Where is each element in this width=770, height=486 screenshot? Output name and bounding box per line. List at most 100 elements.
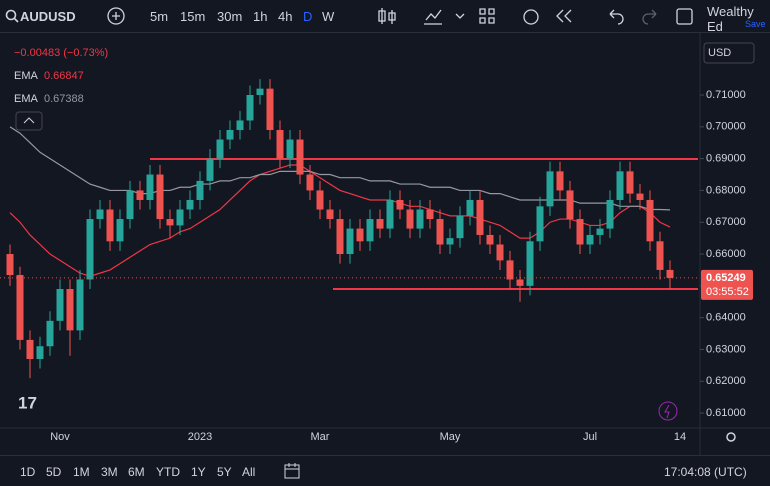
currency[interactable]: USD	[708, 47, 731, 59]
interval[interactable]: 5m	[150, 9, 169, 24]
replay[interactable]	[556, 9, 572, 23]
range-button[interactable]: 1M	[73, 465, 90, 479]
candle-body	[86, 219, 94, 280]
candle-body	[126, 190, 134, 220]
candle-body	[146, 174, 154, 200]
range-button[interactable]: 1D	[20, 465, 36, 479]
ema-label: EMA	[14, 93, 39, 105]
y-tick-label: 0.66000	[706, 248, 746, 260]
range-button[interactable]: 5Y	[217, 465, 232, 479]
candle-body	[306, 174, 314, 191]
price-tag	[701, 269, 753, 300]
candle-body	[76, 279, 84, 331]
save[interactable]: Save	[745, 19, 766, 29]
dropdown[interactable]	[455, 13, 465, 19]
candle-body	[466, 199, 474, 216]
range-button[interactable]: 1Y	[191, 465, 206, 479]
candle-body	[446, 238, 454, 245]
interval[interactable]: 1h	[253, 9, 268, 24]
y-tick-label: 0.70000	[706, 121, 746, 133]
candle-body	[636, 193, 644, 200]
candle-body	[416, 209, 424, 229]
candle-body	[376, 219, 384, 229]
indicators[interactable]	[424, 9, 442, 25]
change: −0.00483 (−0.73%)	[14, 47, 108, 59]
tv-logo: 17	[18, 393, 37, 412]
ema-line	[9, 164, 671, 277]
settings[interactable]	[726, 432, 736, 442]
undo[interactable]	[609, 9, 624, 25]
add-symbol[interactable]	[106, 6, 126, 26]
chart-type[interactable]	[378, 8, 396, 24]
interval[interactable]: 4h	[278, 9, 293, 24]
x-tick-label: Mar	[311, 431, 330, 443]
candle-body	[176, 209, 184, 226]
interval[interactable]: 15m	[180, 9, 206, 24]
ema-value: 0.67388	[44, 93, 84, 105]
symbol[interactable]: AUDUSD	[20, 9, 76, 24]
candle-body	[666, 269, 674, 278]
candle-body	[366, 219, 374, 242]
candle-body	[296, 139, 304, 175]
flash-icon[interactable]	[658, 401, 678, 421]
redo[interactable]	[642, 9, 657, 25]
candle-body	[256, 88, 264, 96]
candle-body	[316, 190, 324, 210]
account[interactable]: Wealthy Ed	[707, 4, 754, 34]
range-button[interactable]: 6M	[128, 465, 145, 479]
candle-body	[106, 209, 114, 242]
candle-body	[356, 228, 364, 242]
candle-body	[96, 209, 104, 220]
clock: 17:04:08 (UTC)	[664, 465, 747, 479]
interval[interactable]: 30m	[217, 9, 243, 24]
candle-body	[36, 346, 44, 359]
candle-body	[576, 219, 584, 245]
x-tick-label: Nov	[50, 431, 70, 443]
date-range-icon[interactable]	[283, 462, 301, 480]
y-tick-label: 0.68000	[706, 184, 746, 196]
interval[interactable]: W	[322, 9, 335, 24]
countdown: 03:55:52	[706, 286, 749, 298]
range-button[interactable]: 5D	[46, 465, 62, 479]
ema-label: EMA	[14, 70, 39, 82]
fullscreen[interactable]	[676, 8, 693, 25]
candle-body	[566, 190, 574, 220]
candle-body	[456, 215, 464, 239]
y-tick-label: 0.69000	[706, 153, 746, 165]
interval[interactable]: D	[303, 9, 313, 24]
candle-body	[166, 219, 174, 226]
candle-body	[236, 120, 244, 131]
candle-body	[506, 260, 514, 280]
candle-body	[56, 289, 64, 321]
candle-body	[186, 199, 194, 210]
candle-body	[536, 206, 544, 242]
candle-body	[426, 209, 434, 220]
candle-body	[396, 199, 404, 210]
candle-body	[6, 254, 14, 276]
candle-body	[586, 234, 594, 245]
candle-body	[646, 199, 654, 242]
candle-body	[336, 219, 344, 255]
candle-body	[136, 190, 144, 200]
candle-body	[596, 228, 604, 235]
ema-value: 0.66847	[44, 70, 84, 82]
candle-body	[276, 130, 284, 159]
range-button[interactable]: 3M	[101, 465, 118, 479]
x-tick-label: May	[440, 431, 461, 443]
range-button[interactable]: All	[242, 465, 256, 479]
range-button[interactable]: YTD	[156, 465, 180, 479]
candle-body	[496, 244, 504, 261]
layouts[interactable]	[479, 8, 495, 24]
currency-box[interactable]	[703, 42, 755, 64]
candle-body	[656, 241, 664, 270]
price-tag-value: 0.65249	[706, 272, 746, 284]
candle-body	[346, 228, 354, 255]
candle-body	[526, 241, 534, 286]
candle-body	[626, 171, 634, 194]
search-icon[interactable]	[5, 9, 19, 23]
alert[interactable]	[523, 9, 539, 25]
candle-body	[66, 289, 74, 331]
y-tick-label: 0.62000	[706, 375, 746, 387]
collapse-legend[interactable]	[15, 111, 43, 131]
